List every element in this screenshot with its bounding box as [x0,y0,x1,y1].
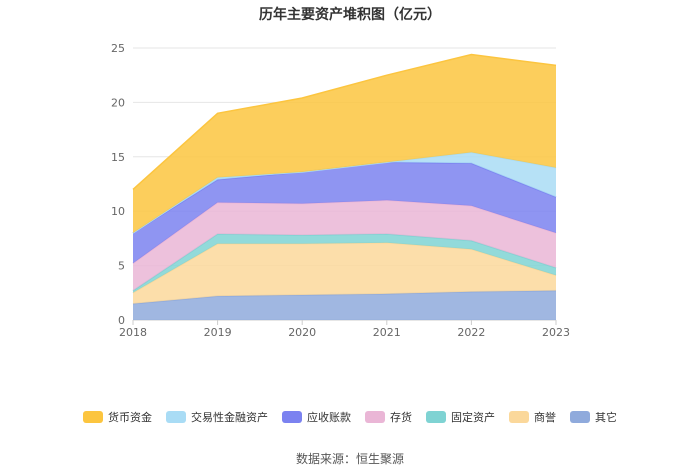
x-tick-label: 2019 [204,326,232,339]
x-tick-label: 2023 [542,326,570,339]
x-tick-label: 2021 [373,326,401,339]
legend: 货币资金 交易性金融资产 应收账款 存货 固定资产 商誉 其它 [0,409,700,425]
source-note: 数据来源：恒生聚源 [0,450,700,467]
legend-label: 存货 [390,409,412,425]
legend-label: 应收账款 [307,409,351,425]
legend-swatch [570,411,590,423]
y-tick-label: 5 [118,260,125,273]
legend-label: 固定资产 [451,409,495,425]
legend-swatch [365,411,385,423]
legend-item[interactable]: 固定资产 [426,409,495,425]
x-tick-label: 2018 [119,326,147,339]
legend-item[interactable]: 其它 [570,409,617,425]
legend-swatch [166,411,186,423]
x-tick-label: 2020 [288,326,316,339]
legend-label: 货币资金 [108,409,152,425]
legend-swatch [83,411,103,423]
legend-item[interactable]: 存货 [365,409,412,425]
legend-label: 商誉 [534,409,556,425]
legend-item[interactable]: 交易性金融资产 [166,409,268,425]
legend-swatch [426,411,446,423]
legend-item[interactable]: 应收账款 [282,409,351,425]
legend-item[interactable]: 商誉 [509,409,556,425]
y-tick-label: 25 [111,42,125,55]
legend-label: 交易性金融资产 [191,409,268,425]
x-tick-label: 2022 [457,326,485,339]
legend-label: 其它 [595,409,617,425]
y-tick-label: 20 [111,96,125,109]
legend-swatch [509,411,529,423]
legend-item[interactable]: 货币资金 [83,409,152,425]
y-tick-label: 15 [111,151,125,164]
legend-swatch [282,411,302,423]
area-series [133,55,556,321]
y-tick-label: 10 [111,205,125,218]
